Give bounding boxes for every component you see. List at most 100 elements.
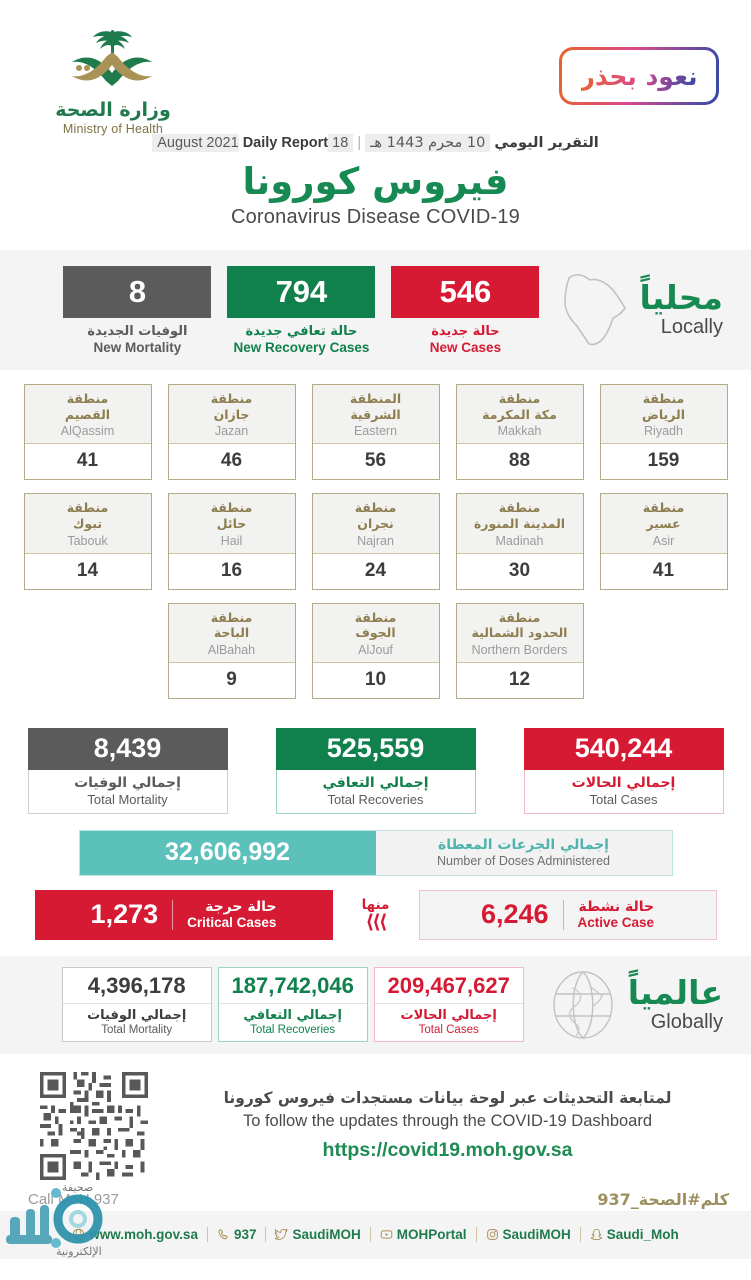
saudi-map-icon (564, 274, 627, 346)
total-mortality-value: 8,439 (27, 727, 228, 770)
region-value: 41 (652, 559, 675, 581)
region-name-ar: نجران (357, 515, 394, 531)
social-footer-bar: صحيفة الإلكترونية www.moh.gov.sa 937 (0, 1181, 751, 1259)
region-name-en: Najran (357, 533, 394, 548)
svg-text:صحيفة: صحيفة (62, 1181, 93, 1194)
region-prefix: منطقة (498, 609, 541, 625)
new-mortality-value: 8 (63, 265, 212, 318)
region-cell-riyadh: منطقة الرياض Riyadh 159 (599, 384, 728, 481)
social-snapchat[interactable]: Saudi_Moh (581, 1227, 688, 1242)
report-header: وزارة الصحة Ministry of Health نعود بحذر… (0, 0, 751, 250)
region-cell-jazan: منطقة جازان Jazan 46 (167, 384, 296, 481)
global-total-mortality-card: 4,396,178 إجمالي الوفيات Total Mortality (61, 967, 212, 1043)
social-phone[interactable]: 937 (208, 1227, 267, 1243)
new-cases-stat: 546 حالة جديدة New Cases (391, 265, 540, 355)
divider (562, 899, 564, 930)
region-value: 16 (220, 559, 243, 581)
social-links-group: www.moh.gov.sa 937 SaudiMOH MOHPorta (63, 1227, 688, 1243)
global-total-mortality-label-en: Total Mortality (101, 1024, 173, 1037)
region-value: 88 (508, 450, 531, 472)
region-name-ar: المدينة المنورة (473, 515, 566, 531)
region-cell-madinah: منطقة المدينة المنورة Madinah 30 (455, 493, 584, 590)
region-name-en: Riyadh (644, 424, 683, 439)
phone-icon (218, 1229, 228, 1240)
campaign-badge-text: نعود بحذر (580, 61, 698, 91)
region-name-en: AlJouf (358, 642, 393, 657)
global-total-recoveries-label-en: Total Recoveries (250, 1024, 336, 1037)
region-name-ar: الشرقية (350, 406, 401, 422)
region-value: 24 (364, 559, 387, 581)
region-value: 10 (364, 668, 387, 690)
regions-row-2: منطقة تبوك Tabouk 14 منطقة حائل Hail 16 … (22, 493, 729, 590)
region-cell-najran: منطقة نجران Najran 24 (311, 493, 440, 590)
global-total-cases-value: 209,467,627 (387, 973, 510, 999)
social-twitter[interactable]: SaudiMOH (266, 1227, 371, 1243)
region-name-ar: القصيم (64, 406, 111, 422)
region-name-ar: الرياض (642, 406, 685, 422)
social-youtube[interactable]: MOHPortal (371, 1227, 477, 1243)
global-heading-english: Globally (650, 1010, 723, 1033)
regions-row-3: منطقة الباحة AlBahah 9 منطقة الجوف AlJou… (22, 602, 729, 699)
region-prefix: منطقة (66, 500, 109, 516)
region-value: 41 (76, 450, 99, 472)
regions-row-1: منطقة القصيم AlQassim 41 منطقة جازان Jaz… (22, 384, 729, 481)
total-mortality-card: 8,439 إجمالي الوفيات Total Mortality (27, 727, 228, 814)
region-name-ar: تبوك (72, 515, 103, 531)
social-snapchat-label: Saudi_Moh (606, 1227, 679, 1243)
region-name-ar: جازان (213, 406, 250, 422)
local-heading-arabic: محلياً (639, 278, 723, 317)
global-total-recoveries-label-ar: إجمالي التعافي (243, 1008, 342, 1024)
region-name-en: Asir (652, 533, 675, 548)
mnbr-news-watermark: صحيفة الإلكترونية (6, 1181, 103, 1258)
critical-cases-value: 1,273 (90, 899, 159, 930)
new-mortality-label-en: New Mortality (93, 339, 182, 355)
region-cell-asir: منطقة عسير Asir 41 (599, 493, 728, 590)
critical-cases-label-en: Critical Cases (187, 915, 277, 931)
ministry-name-arabic: وزارة الصحة (55, 99, 171, 121)
social-website-label: www.moh.gov.sa (89, 1227, 198, 1243)
snapchat-icon (590, 1229, 602, 1241)
region-name-en: Jazan (214, 424, 249, 439)
chevrons-left-icon: ⟨⟨⟨ (365, 912, 387, 934)
new-stats-group: 8 الوفيات الجديدة New Mortality 794 حالة… (63, 265, 540, 355)
global-total-cases-label-ar: إجمالي الحالات (400, 1008, 497, 1024)
global-total-cases-label-en: Total Cases (418, 1024, 479, 1037)
social-instagram[interactable]: SaudiMOH (477, 1227, 581, 1243)
dashboard-url-link[interactable]: https://covid19.moh.gov.sa (322, 1139, 573, 1162)
critical-cases-label-ar: حالة حرجة (205, 899, 277, 916)
doses-label-en: Number of Doses Administered (437, 854, 610, 869)
total-cases-value: 540,244 (523, 727, 724, 770)
new-cases-value: 546 (391, 265, 540, 318)
global-total-recoveries-value: 187,742,046 (231, 973, 354, 999)
divider (172, 899, 174, 930)
local-totals-group: 8,439 إجمالي الوفيات Total Mortality 525… (0, 720, 751, 818)
of-which-label-ar: منها (361, 897, 390, 914)
region-name-ar: الجوف (355, 625, 396, 641)
ministry-name-english: Ministry of Health (62, 122, 164, 136)
region-cell-alqassim: منطقة القصيم AlQassim 41 (23, 384, 152, 481)
region-prefix: منطقة (210, 500, 253, 516)
local-summary-band: 8 الوفيات الجديدة New Mortality 794 حالة… (0, 250, 751, 370)
total-cases-card: 540,244 إجمالي الحالات Total Cases (523, 727, 724, 814)
region-cell-tabouk: منطقة تبوك Tabouk 14 (23, 493, 152, 590)
new-mortality-label-ar: الوفيات الجديدة (87, 323, 188, 339)
page-title-arabic: فيروس كورونا (242, 160, 509, 203)
social-youtube-label: MOHPortal (396, 1227, 467, 1243)
new-recovery-label-en: New Recovery Cases (233, 339, 370, 355)
twitter-icon (275, 1228, 289, 1241)
region-prefix: منطقة (642, 391, 685, 406)
region-value: 30 (508, 559, 531, 581)
total-cases-label-en: Total Cases (589, 791, 658, 807)
doses-value: 32,606,992 (79, 830, 376, 875)
new-recovery-label-ar: حالة تعافي جديدة (245, 323, 358, 339)
campaign-badge: نعود بحذر (559, 47, 719, 105)
region-cell-northern-borders: منطقة الحدود الشمالية Northern Borders 1… (455, 602, 584, 699)
qr-code-icon[interactable] (40, 1071, 148, 1180)
region-value: 14 (76, 559, 99, 581)
region-value: 9 (226, 668, 237, 690)
report-label-english: Daily Report (242, 135, 329, 151)
region-value: 56 (364, 450, 387, 472)
region-name-en: Hail (220, 533, 243, 548)
total-cases-label-ar: إجمالي الحالات (571, 774, 676, 791)
total-mortality-label-ar: إجمالي الوفيات (74, 774, 181, 791)
